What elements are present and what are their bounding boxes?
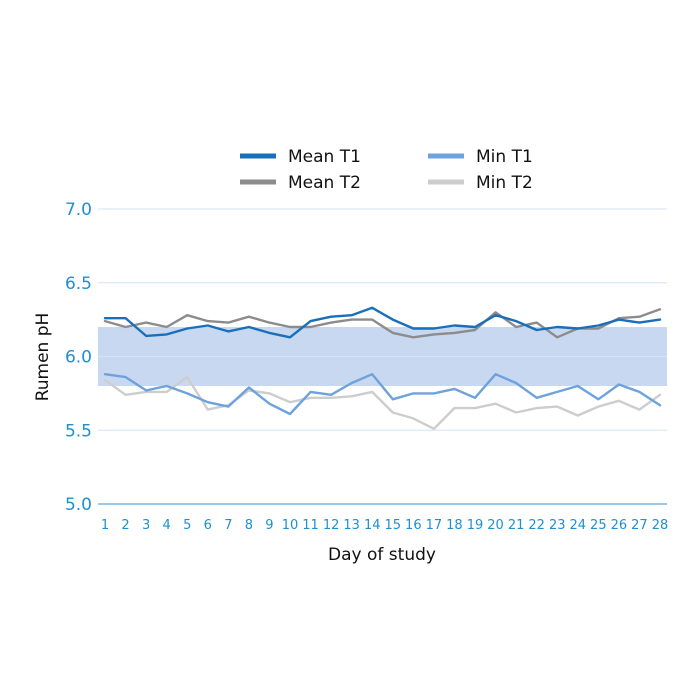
series-line-mean-t2 [103,308,662,339]
x-tick-label: 4 [163,518,171,533]
legend-label: Mean T1 [288,147,361,167]
x-tick-label: 15 [385,518,402,533]
legend-item-mean-t1: Mean T1 [240,147,361,167]
legend-label: Min T2 [476,173,533,193]
x-tick-label: 25 [590,518,607,533]
x-tick-label: 13 [343,518,360,533]
x-tick-label: 3 [142,518,150,533]
x-tick-label: 16 [405,518,422,533]
x-tick-label: 17 [426,518,443,533]
x-tick-label: 6 [204,518,212,533]
y-tick-label: 6.5 [65,274,92,294]
x-tick-label: 27 [631,518,648,533]
x-tick-label: 5 [183,518,191,533]
x-tick-labels: 1 2 3 4 5 6 7 8 9 10 11 12 13 14 15 16 17 18 19 20 21 22 23 24 2… [101,518,668,533]
gridlines [98,208,667,505]
y-tick-label: 5.5 [65,421,92,441]
x-tick-label: 7 [224,518,232,533]
x-tick-label: 2 [121,518,129,533]
legend: Mean T1 Mean T2 Min T1 Min T2 [240,147,533,193]
series-line-min-t2 [103,375,662,430]
series-line-min-t1 [103,373,662,416]
x-tick-label: 14 [364,518,381,533]
x-tick-label: 28 [652,518,669,533]
x-tick-label: 1 [101,518,109,533]
series-line-mean-t1 [103,306,662,339]
x-tick-label: 21 [508,518,525,533]
legend-item-mean-t2: Mean T2 [240,173,361,193]
x-tick-label: 8 [245,518,253,533]
series-lines [103,306,662,430]
legend-label: Mean T2 [288,173,361,193]
legend-item-min-t1: Min T1 [428,147,533,167]
x-tick-label: 11 [302,518,319,533]
y-axis-title: Rumen pH [33,313,53,402]
y-tick-labels: 5.0 5.5 6.0 6.5 7.0 [65,200,92,515]
y-tick-label: 6.0 [65,348,92,368]
x-tick-label: 20 [487,518,504,533]
x-tick-label: 12 [323,518,340,533]
legend-label: Min T1 [476,147,533,167]
x-tick-label: 22 [528,518,545,533]
y-tick-label: 7.0 [65,200,92,220]
x-axis-title: Day of study [328,545,436,565]
x-tick-label: 24 [570,518,587,533]
x-tick-label: 19 [467,518,484,533]
y-tick-label: 5.0 [65,495,92,515]
x-tick-label: 18 [446,518,463,533]
legend-item-min-t2: Min T2 [428,173,533,193]
x-tick-label: 9 [265,518,273,533]
x-tick-label: 10 [282,518,299,533]
x-tick-label: 23 [549,518,566,533]
x-tick-label: 26 [611,518,628,533]
